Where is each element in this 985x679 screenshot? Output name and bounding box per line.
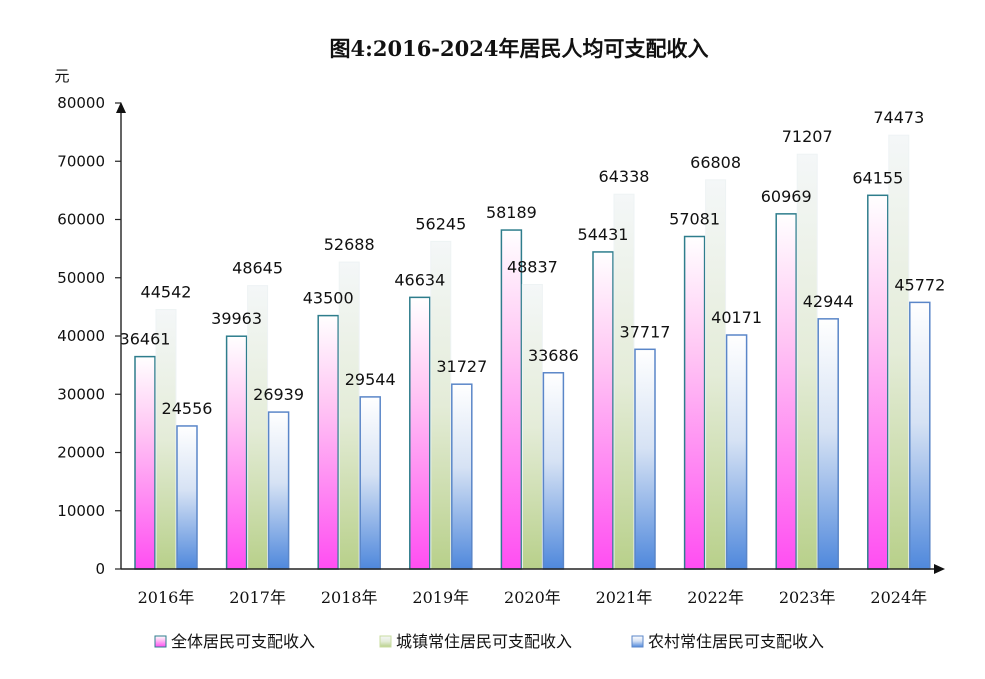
data-labels: 36461 39963 43500 46634 58189 54431 57081 60969… — [120, 108, 946, 418]
bar-series2-7 — [705, 179, 727, 570]
data-label-series1-5: 58189 — [486, 203, 537, 222]
legend-swatch-series3 — [631, 635, 644, 648]
legend: 全体居民可支配收入 城镇常住居民可支配收入 农村常住居民可支配收入 — [154, 632, 824, 651]
bar-series2-4 — [430, 240, 452, 570]
legend-swatch-series1 — [154, 635, 167, 648]
x-tick-label: 2019年 — [412, 588, 469, 607]
data-label-series3-6: 37717 — [620, 322, 671, 341]
x-tick-label: 2020年 — [504, 588, 561, 607]
x-tick-label: 2023年 — [779, 588, 836, 607]
x-axis-ticks: 2016年 2017年 2018年 2019年 2020年 2021年 2022年 2023年… — [138, 588, 928, 607]
bar-series1-4 — [409, 296, 431, 570]
y-tick-label: 40000 — [57, 327, 105, 345]
bar-series3-6 — [634, 348, 656, 570]
chart-title: 图4:2016-2024年居民人均可支配收入 — [330, 36, 709, 61]
data-label-series2-5: 48837 — [507, 258, 558, 277]
legend-label-series1: 全体居民可支配收入 — [171, 632, 315, 651]
data-label-series1-7: 57081 — [669, 210, 720, 229]
x-axis-arrow — [934, 564, 945, 574]
x-tick-label: 2024年 — [870, 588, 927, 607]
data-label-series2-8: 71207 — [782, 127, 833, 146]
data-label-series3-1: 24556 — [162, 399, 213, 418]
y-tick-label: 50000 — [57, 269, 105, 287]
y-tick-label: 30000 — [57, 385, 105, 403]
bar-series3-3 — [359, 396, 381, 570]
data-label-series2-9: 74473 — [873, 108, 924, 127]
y-tick-label: 70000 — [57, 152, 105, 170]
y-axis-arrow — [116, 102, 126, 113]
y-tick-label: 0 — [95, 560, 105, 578]
data-label-series3-4: 31727 — [436, 357, 487, 376]
bar-series3-4 — [451, 383, 473, 570]
bar-series1-9 — [867, 194, 889, 570]
data-label-series3-8: 42944 — [803, 292, 854, 311]
x-tick-label: 2017年 — [229, 588, 286, 607]
legend-swatch-series2 — [379, 635, 392, 648]
bar-series2-5 — [521, 284, 543, 570]
data-label-series3-3: 29544 — [345, 370, 396, 389]
bar-series3-8 — [817, 318, 839, 570]
data-label-series3-2: 26939 — [253, 385, 304, 404]
bar-series3-5 — [542, 372, 565, 570]
data-label-series1-2: 39963 — [211, 309, 262, 328]
data-label-series2-6: 64338 — [599, 167, 650, 186]
data-label-series3-7: 40171 — [711, 308, 762, 327]
data-label-series1-1: 36461 — [120, 330, 171, 349]
bar-series2-8 — [796, 153, 818, 570]
data-label-series1-6: 54431 — [578, 225, 629, 244]
bar-series1-6 — [592, 251, 614, 570]
x-tick-label: 2016年 — [138, 588, 195, 607]
bar-series3-1 — [176, 425, 198, 570]
x-tick-label: 2021年 — [596, 588, 653, 607]
bar-series1-1 — [134, 355, 156, 570]
y-tick-label: 60000 — [57, 211, 105, 229]
bar-series3-7 — [725, 334, 748, 570]
bar-series1-2 — [225, 335, 248, 570]
bar-series1-8 — [775, 213, 797, 570]
bar-series1-5 — [500, 229, 523, 570]
y-tick-label: 80000 — [57, 94, 105, 112]
data-label-series2-1: 44542 — [141, 283, 192, 302]
bar-series2-6 — [613, 193, 635, 570]
y-axis-ticks: 0 10000 20000 30000 40000 50000 60000 70000 8000… — [57, 94, 121, 578]
bar-series1-7 — [683, 235, 706, 570]
bar-series3-9 — [909, 301, 931, 570]
data-label-series1-8: 60969 — [761, 187, 812, 206]
bar-series3-2 — [267, 411, 290, 570]
data-label-series3-9: 45772 — [894, 275, 945, 294]
data-label-series3-5: 33686 — [528, 346, 579, 365]
data-label-series2-4: 56245 — [415, 214, 466, 233]
data-label-series2-2: 48645 — [232, 259, 283, 278]
x-tick-label: 2022年 — [687, 588, 744, 607]
bar-series1-3 — [317, 314, 339, 570]
data-label-series1-4: 46634 — [394, 270, 445, 289]
data-label-series1-3: 43500 — [303, 289, 354, 308]
legend-label-series3: 农村常住居民可支配收入 — [648, 632, 824, 651]
y-tick-label: 20000 — [57, 444, 105, 462]
data-label-series2-3: 52688 — [324, 235, 375, 254]
legend-label-series2: 城镇常住居民可支配收入 — [396, 632, 572, 651]
data-label-series2-7: 66808 — [690, 153, 741, 172]
bar-series2-3 — [338, 261, 360, 570]
y-tick-label: 10000 — [57, 502, 105, 520]
x-tick-label: 2018年 — [321, 588, 378, 607]
bar-series2-9 — [888, 134, 910, 570]
y-axis-unit: 元 — [54, 67, 69, 85]
data-label-series1-9: 64155 — [852, 168, 903, 187]
bars-layer — [134, 134, 931, 570]
